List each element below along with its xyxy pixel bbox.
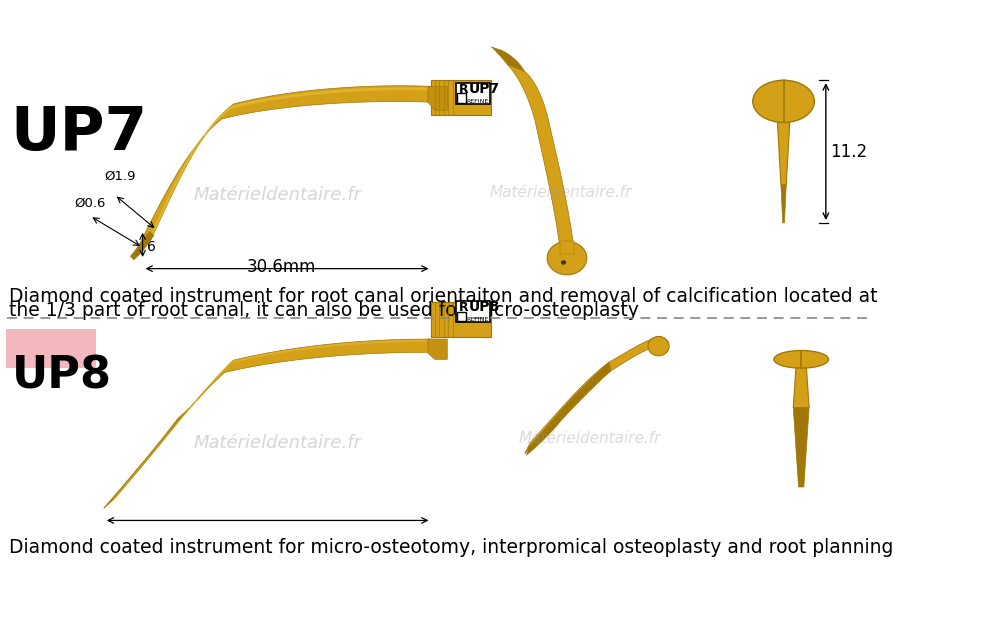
Polygon shape xyxy=(526,411,562,455)
FancyBboxPatch shape xyxy=(456,301,490,323)
Polygon shape xyxy=(104,339,431,508)
Text: UP8: UP8 xyxy=(468,300,500,314)
Polygon shape xyxy=(560,362,611,420)
Ellipse shape xyxy=(774,351,828,368)
FancyBboxPatch shape xyxy=(457,93,466,103)
FancyBboxPatch shape xyxy=(457,312,466,321)
Text: Matérieldentaire.fr: Matérieldentaire.fr xyxy=(490,185,632,199)
Polygon shape xyxy=(431,80,491,116)
Text: Diamond coated instrument for micro-osteotomy, interpromical osteoplasty and roo: Diamond coated instrument for micro-oste… xyxy=(9,538,893,557)
Text: Ø1.9: Ø1.9 xyxy=(104,170,135,184)
Polygon shape xyxy=(130,232,154,260)
Polygon shape xyxy=(491,47,525,71)
Text: Matérieldentaire.fr: Matérieldentaire.fr xyxy=(519,431,661,446)
FancyBboxPatch shape xyxy=(456,83,490,104)
Text: REFINE: REFINE xyxy=(467,99,489,104)
Ellipse shape xyxy=(561,260,566,265)
Text: R: R xyxy=(459,83,468,96)
Ellipse shape xyxy=(753,80,814,123)
Polygon shape xyxy=(507,64,574,248)
Polygon shape xyxy=(781,185,786,223)
Polygon shape xyxy=(560,241,574,253)
Polygon shape xyxy=(793,368,809,408)
Text: UP7: UP7 xyxy=(11,104,148,163)
Text: Diamond coated instrument for root canal orientaiton and removal of calcificatio: Diamond coated instrument for root canal… xyxy=(9,287,877,306)
Ellipse shape xyxy=(648,337,669,356)
Text: Matérieldentaire.fr: Matérieldentaire.fr xyxy=(193,185,361,204)
Text: UP7: UP7 xyxy=(468,82,500,96)
Text: REFINE: REFINE xyxy=(467,318,489,323)
Text: Ø0.6: Ø0.6 xyxy=(74,197,105,210)
Text: the 1/3 part of root canal, it can also be used for micro-osteoplasty: the 1/3 part of root canal, it can also … xyxy=(9,301,639,320)
Text: 30.6mm: 30.6mm xyxy=(247,258,316,276)
Text: 11.2: 11.2 xyxy=(830,142,867,161)
Polygon shape xyxy=(135,86,431,253)
Ellipse shape xyxy=(547,241,587,275)
Polygon shape xyxy=(525,339,652,453)
Polygon shape xyxy=(793,408,809,487)
Text: R: R xyxy=(459,302,468,314)
Text: 6: 6 xyxy=(147,239,156,253)
Polygon shape xyxy=(777,123,790,185)
Polygon shape xyxy=(431,302,491,337)
Polygon shape xyxy=(428,339,447,359)
FancyBboxPatch shape xyxy=(6,330,96,368)
Text: UP8: UP8 xyxy=(12,355,112,398)
Polygon shape xyxy=(428,86,447,110)
Polygon shape xyxy=(104,408,189,508)
Text: Matérieldentaire.fr: Matérieldentaire.fr xyxy=(193,434,361,452)
